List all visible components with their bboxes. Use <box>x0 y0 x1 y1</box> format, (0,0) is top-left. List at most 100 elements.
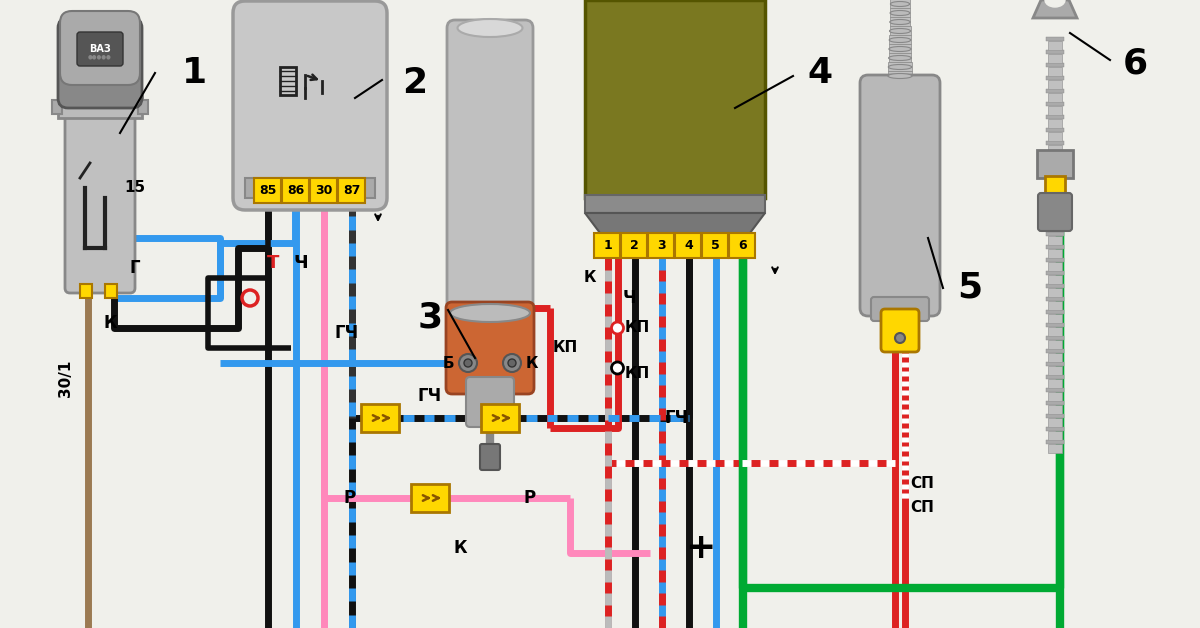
Bar <box>1046 154 1064 158</box>
Bar <box>586 0 766 198</box>
Text: Р: Р <box>344 489 356 507</box>
FancyBboxPatch shape <box>881 309 919 352</box>
Bar <box>1046 115 1064 119</box>
Bar <box>890 17 910 26</box>
Polygon shape <box>1033 0 1078 18</box>
Text: Т: Т <box>266 254 280 272</box>
Bar <box>1048 145 1062 154</box>
Circle shape <box>508 359 516 367</box>
Text: 5: 5 <box>712 239 720 252</box>
Ellipse shape <box>890 1 910 6</box>
Text: 2: 2 <box>630 239 638 252</box>
Circle shape <box>612 322 624 334</box>
Bar <box>1046 310 1064 314</box>
FancyBboxPatch shape <box>480 444 500 470</box>
FancyBboxPatch shape <box>77 32 124 66</box>
Text: ГЧ: ГЧ <box>335 324 359 342</box>
Bar <box>138 100 148 114</box>
Text: 4: 4 <box>808 56 833 90</box>
Bar <box>1046 102 1064 106</box>
Bar <box>1048 119 1062 128</box>
Text: 30: 30 <box>316 184 332 197</box>
Text: 3: 3 <box>418 301 443 335</box>
Bar <box>1048 67 1062 76</box>
Text: 6: 6 <box>1122 46 1147 80</box>
Circle shape <box>612 362 624 374</box>
Text: К: К <box>526 355 539 371</box>
Bar <box>1046 427 1064 431</box>
FancyBboxPatch shape <box>466 377 514 427</box>
Bar <box>410 484 449 512</box>
Text: 2: 2 <box>402 66 427 100</box>
Text: ВАЗ: ВАЗ <box>89 44 110 54</box>
Bar <box>1046 414 1064 418</box>
FancyBboxPatch shape <box>233 1 386 210</box>
Text: СП: СП <box>910 501 934 516</box>
Ellipse shape <box>890 11 910 16</box>
Text: 3: 3 <box>658 239 666 252</box>
Bar <box>254 178 281 203</box>
Bar <box>1048 301 1062 310</box>
Bar <box>889 35 911 44</box>
Bar <box>106 284 118 298</box>
Bar <box>1046 219 1064 223</box>
Text: Ч: Ч <box>294 254 308 272</box>
Bar <box>58 96 142 118</box>
Bar <box>730 233 755 258</box>
Text: К: К <box>454 539 467 557</box>
Bar <box>1046 180 1064 184</box>
Bar <box>1048 418 1062 427</box>
Text: Ч: Ч <box>623 289 636 307</box>
Bar <box>1046 401 1064 405</box>
Bar <box>280 67 296 95</box>
Bar <box>1046 440 1064 444</box>
Bar <box>1046 362 1064 366</box>
Bar <box>1046 37 1064 41</box>
Text: ГЧ: ГЧ <box>665 409 689 427</box>
Bar <box>1048 288 1062 297</box>
Bar <box>1048 353 1062 362</box>
Ellipse shape <box>450 304 530 322</box>
Bar <box>1046 336 1064 340</box>
Bar <box>1048 405 1062 414</box>
Bar <box>1046 388 1064 392</box>
Bar <box>1048 93 1062 102</box>
Bar <box>245 178 374 198</box>
Circle shape <box>458 354 478 372</box>
Text: 4: 4 <box>684 239 692 252</box>
Polygon shape <box>586 213 766 233</box>
Ellipse shape <box>890 19 911 24</box>
Bar <box>1046 206 1064 210</box>
Bar <box>888 71 912 80</box>
Text: К: К <box>583 271 595 286</box>
Bar <box>1048 249 1062 258</box>
FancyBboxPatch shape <box>860 75 940 316</box>
Text: 85: 85 <box>259 184 277 197</box>
Bar <box>1048 379 1062 388</box>
Bar <box>1046 284 1064 288</box>
Bar <box>1048 184 1062 193</box>
FancyBboxPatch shape <box>446 302 534 394</box>
Bar <box>1037 150 1073 178</box>
Text: +: + <box>685 531 715 565</box>
Text: СП: СП <box>910 475 934 490</box>
Bar <box>888 53 912 62</box>
Text: 87: 87 <box>343 184 361 197</box>
FancyBboxPatch shape <box>58 18 142 108</box>
Bar <box>1048 366 1062 375</box>
Ellipse shape <box>888 65 912 70</box>
Bar <box>1046 63 1064 67</box>
Ellipse shape <box>1045 0 1066 7</box>
Bar <box>1048 197 1062 206</box>
Text: 5: 5 <box>958 271 983 305</box>
Bar <box>1048 314 1062 323</box>
Bar <box>890 0 910 8</box>
Bar <box>338 178 365 203</box>
Bar <box>594 233 620 258</box>
Text: ГЧ: ГЧ <box>418 387 442 405</box>
Bar <box>889 26 911 35</box>
Bar <box>1048 392 1062 401</box>
Bar <box>1046 167 1064 171</box>
Bar <box>586 195 766 213</box>
Bar <box>282 178 310 203</box>
